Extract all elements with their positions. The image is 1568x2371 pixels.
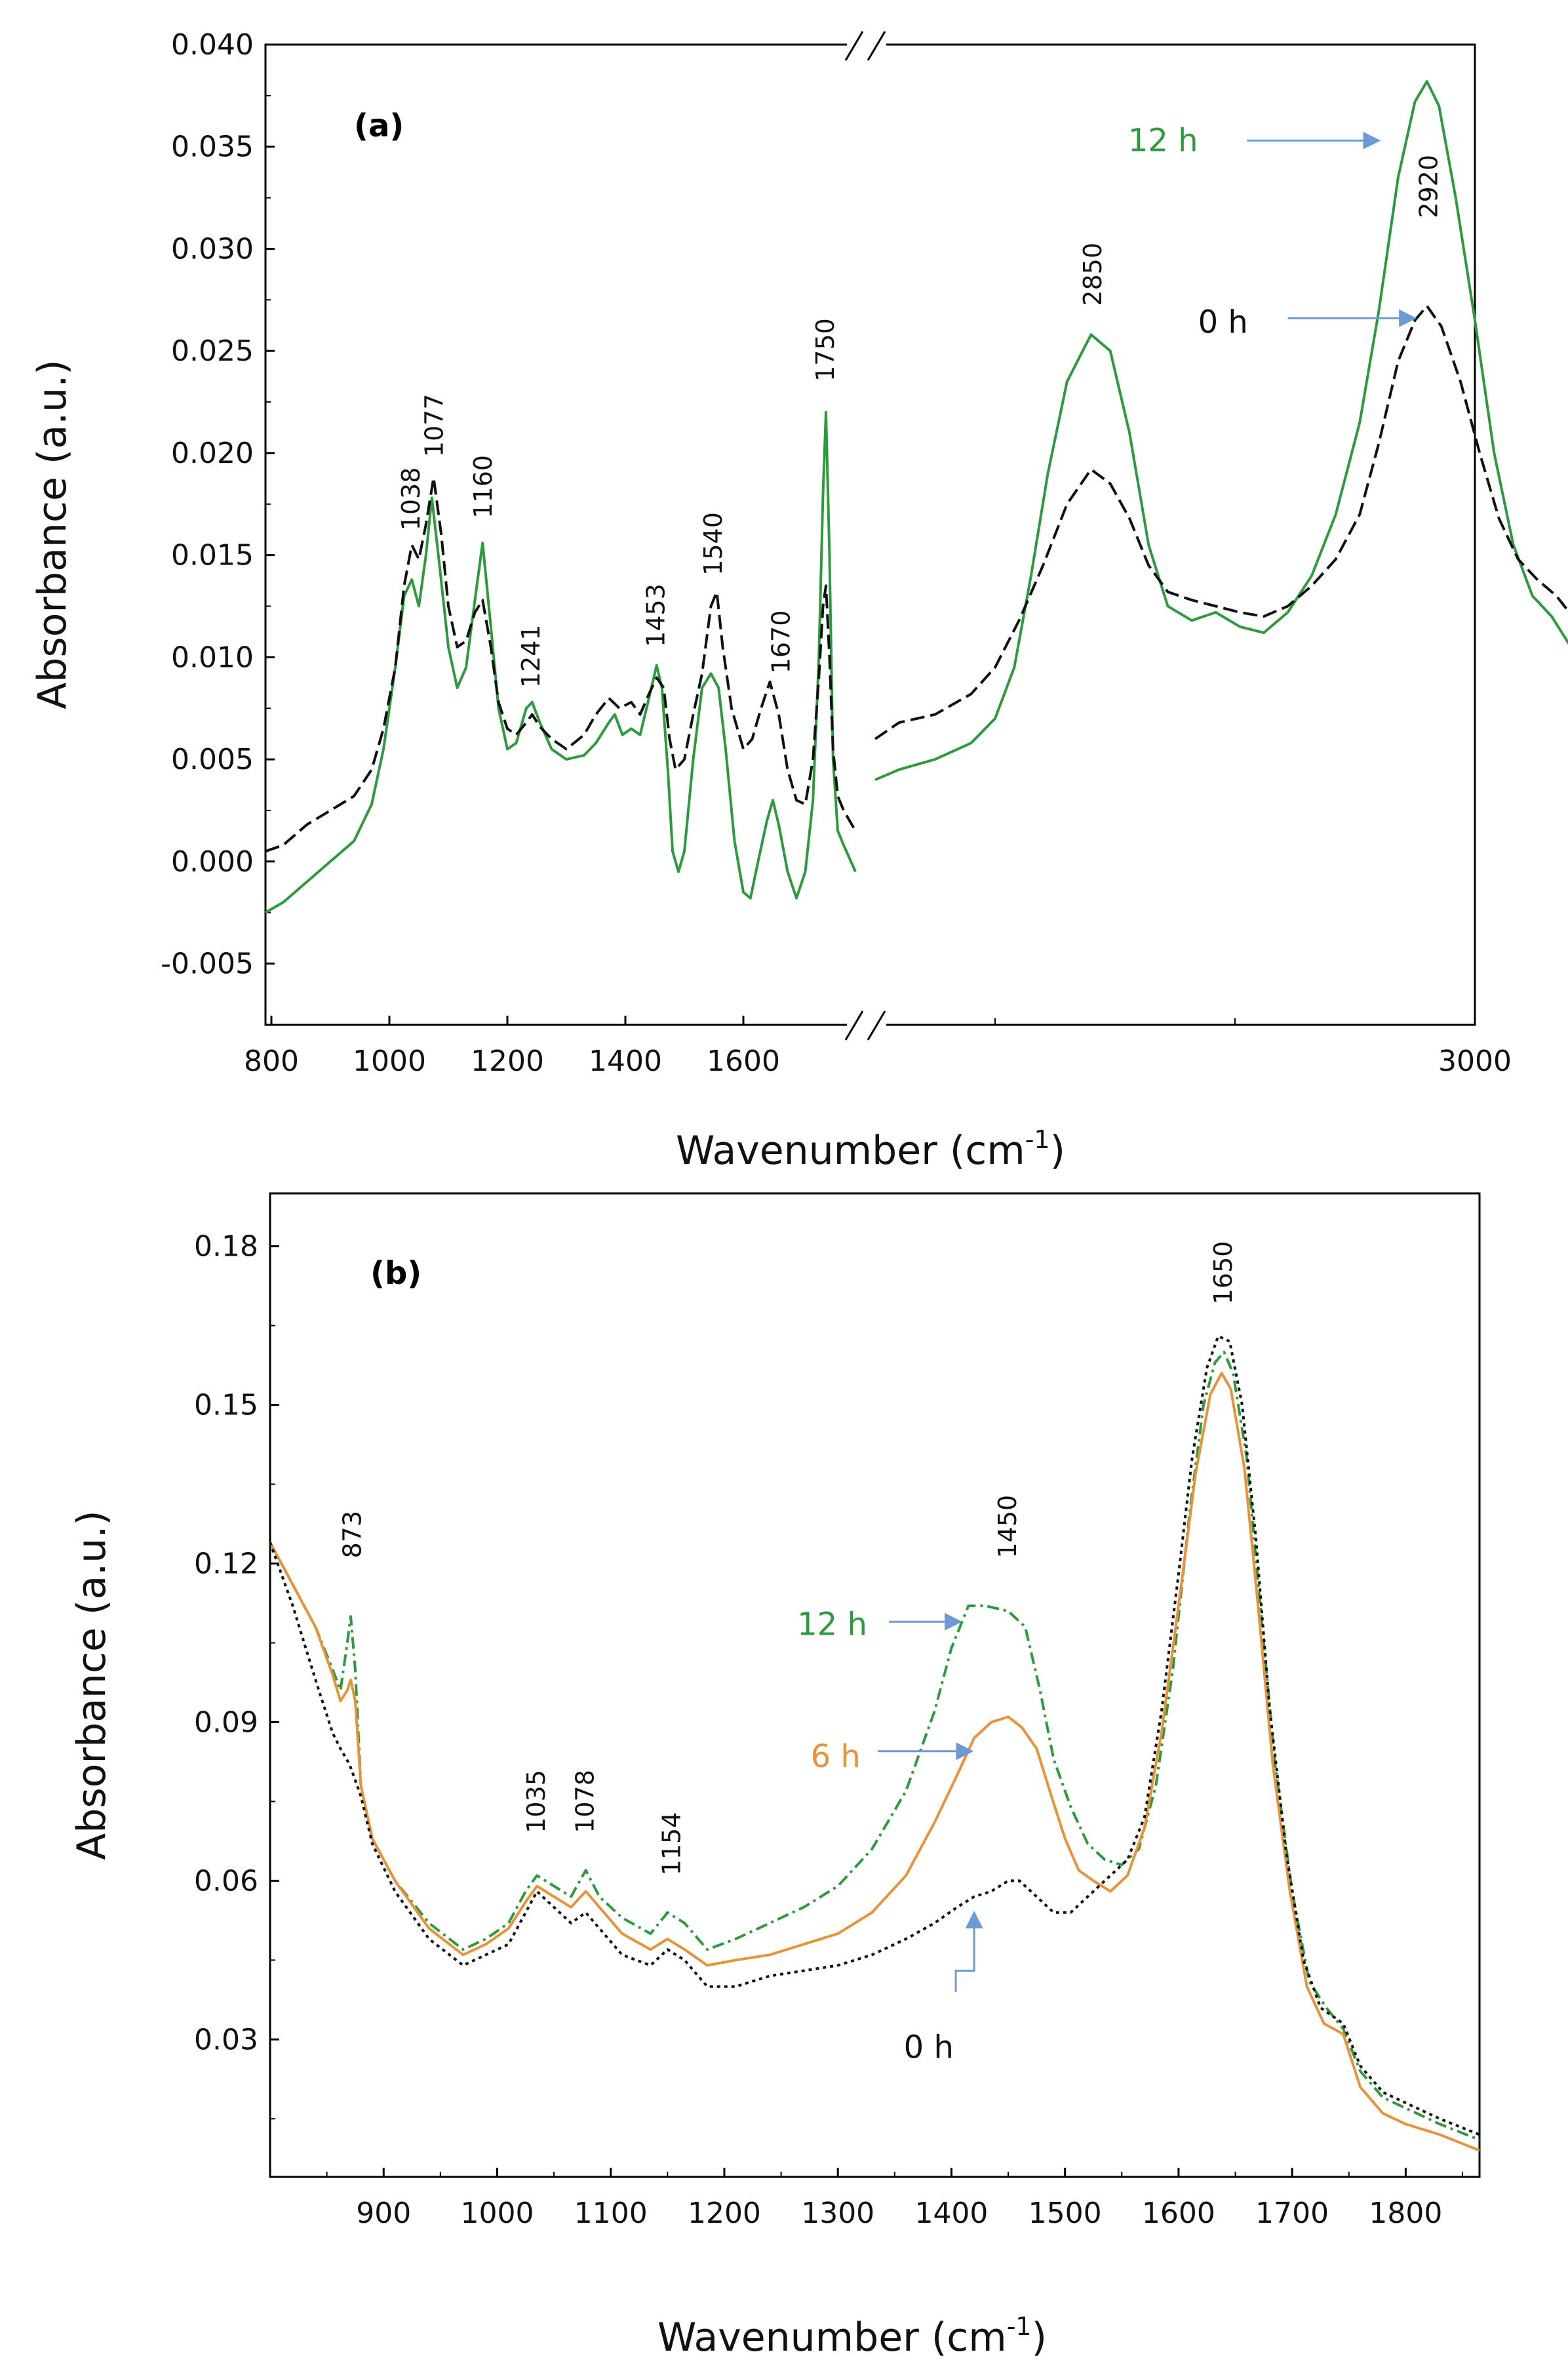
panel-a-series-0h-low-line (265, 476, 857, 853)
panel-b-peak-label: 873 (338, 1511, 367, 1559)
panel-a-y-tick-label: 0.010 (171, 641, 254, 674)
panel-a-y-tick-label: -0.005 (161, 947, 254, 981)
panel-a-peak-label: 1241 (517, 624, 545, 688)
panel-b-y-tick-label: 0.03 (194, 2023, 258, 2056)
axis-break-bottom-icon (844, 1010, 886, 1041)
panel-a-series-0h-high-line (874, 304, 1568, 740)
panel-b-peak-label: 1078 (571, 1770, 600, 1833)
panel-b-series-6h-line (269, 1372, 1480, 2152)
panel-b-y-tick-label: 0.15 (194, 1389, 258, 1422)
panel-b-x-axis-title-sup: -1 (1007, 2312, 1032, 2341)
panel-b-series-12h-line (269, 1350, 1480, 2142)
panel-b-x-tick-label: 1300 (801, 2197, 874, 2230)
panel-b-x-tick-label: 1800 (1369, 2197, 1442, 2230)
panel-a-peak-label: 2920 (1415, 155, 1443, 218)
panel-b-series-0h-line (269, 1334, 1480, 2136)
panel-a-series-12h-high-line (874, 80, 1568, 782)
panel-a-peak-label: 1670 (767, 610, 796, 674)
panel-b-chart: 0.03 0.06 0.09 0.12 0.15 0.18 900 1000 1100 1200… (69, 1192, 1481, 2361)
panel-a-time-label: 0 h (1198, 304, 1248, 341)
panel-b-peak-label: 1035 (522, 1770, 551, 1833)
axis-break-top-icon (844, 31, 886, 61)
panel-b-peak-label: 1450 (993, 1495, 1022, 1559)
panel-b-x-tick-label: 1100 (574, 2197, 648, 2230)
panel-a-x-axis-title: Wavenumber (cm-1) (676, 1125, 1065, 1174)
panel-a-peak-label: 1160 (469, 455, 498, 519)
panel-a-label: (a) (354, 108, 404, 144)
panel-a-y-tick-label: 0.040 (171, 28, 254, 62)
panel-b-time-label: 6 h (811, 1738, 861, 1775)
panel-a-x-tick-label: 800 (244, 1045, 299, 1078)
panel-b-time-label: 12 h (797, 1606, 867, 1643)
panel-a-peak-label: 1453 (642, 584, 671, 647)
panel-b-y-axis-title: Absorbance (a.u.) (69, 1510, 115, 1860)
panel-b-x-axis-title-main: Wavenumber (cm (657, 2315, 1007, 2361)
panel-b-x-tick-label: 1700 (1255, 2197, 1329, 2230)
panel-a-y-tick-label: 0.005 (171, 743, 254, 776)
panel-a-x-tick-label: 1000 (353, 1045, 426, 1078)
panel-b-time-arrow (954, 1911, 983, 1992)
panel-a-time-label: 12 h (1128, 122, 1198, 159)
panel-a-break-mask-bottom (847, 1011, 886, 1039)
panel-b-x-tick-label: 1600 (1142, 2197, 1215, 2230)
panel-a-peak-label: 1750 (811, 318, 840, 382)
panel-a-y-tick-label: 0.015 (171, 539, 254, 572)
panel-b-label: (b) (370, 1255, 421, 1292)
panel-b-y-tick-label: 0.06 (194, 1864, 258, 1898)
panel-a-series-12h-low-line (264, 410, 857, 914)
panel-a-frame (264, 43, 1476, 1026)
panel-b-x-tick-label: 1400 (914, 2197, 988, 2230)
panel-a-x-axis-title-tail: ) (1050, 1128, 1065, 1174)
panel-b-x-axis-title: Wavenumber (cm-1) (657, 2312, 1047, 2361)
panel-b-y-tick-label: 0.09 (194, 1705, 258, 1739)
panel-a-x-tick-label: 3000 (1438, 1045, 1512, 1078)
panel-a-x-tick-label: 1200 (471, 1045, 544, 1078)
panel-b-y-tick-label: 0.18 (194, 1230, 258, 1264)
panel-a-x-axis-title-sup: -1 (1025, 1125, 1050, 1154)
panel-a-y-tick-label: 0.020 (171, 437, 254, 470)
panel-a-y-tick-label: 0.035 (171, 130, 254, 164)
panel-a-peak-label: 2850 (1078, 243, 1107, 306)
panel-a-y-tick-label: 0.000 (171, 845, 254, 879)
panel-a-y-tick-label: 0.030 (171, 232, 254, 266)
panel-a-chart: -0.005 0.000 0.005 0.010 0.015 0.020 0.025 0.03… (29, 28, 1568, 1174)
panel-b-frame (269, 1192, 1481, 2178)
panel-b-x-tick-label: 1200 (688, 2197, 761, 2230)
panel-a-x-axis-title-main: Wavenumber (cm (676, 1128, 1025, 1174)
panel-b-peak-label: 1154 (657, 1812, 686, 1876)
panel-b-x-axis-title-tail: ) (1032, 2315, 1047, 2361)
panel-b-x-tick-label: 900 (356, 2197, 411, 2230)
panel-a-peak-label: 1077 (420, 393, 448, 457)
panel-b-y-tick-label: 0.12 (194, 1547, 258, 1581)
panel-a-y-axis-title: Absorbance (a.u.) (29, 359, 75, 709)
panel-a-y-tick-label: 0.025 (171, 334, 254, 368)
panel-a-x-tick-label: 1600 (707, 1045, 780, 1078)
panel-a-peak-label: 1038 (397, 468, 425, 531)
panel-a-break-mask-top (847, 31, 886, 59)
panel-a-x-tick-label: 1400 (589, 1045, 662, 1078)
panel-a-peak-label: 1540 (699, 512, 728, 576)
panel-b-peak-label: 1650 (1209, 1241, 1238, 1305)
panel-b-x-tick-label: 1500 (1029, 2197, 1102, 2230)
panel-b-time-label: 0 h (904, 2029, 954, 2065)
panel-b-x-tick-label: 1000 (460, 2197, 534, 2230)
